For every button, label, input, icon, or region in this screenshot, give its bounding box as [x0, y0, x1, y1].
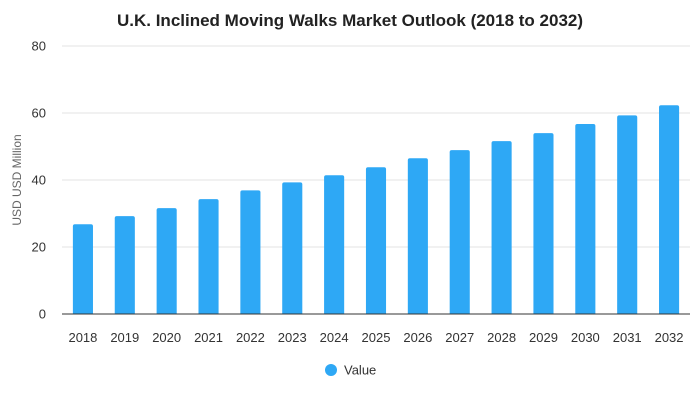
y-tick-label: 0: [39, 307, 46, 322]
bar-2024[interactable]: [324, 175, 345, 314]
y-axis-label: USD USD Million: [10, 134, 24, 225]
bar-2027[interactable]: [449, 150, 470, 314]
bar-2018[interactable]: [72, 224, 93, 314]
x-tick-label: 2032: [655, 330, 684, 345]
x-tick-label: 2019: [110, 330, 139, 345]
bar-2030[interactable]: [575, 124, 596, 315]
bar-2019[interactable]: [114, 216, 135, 314]
bar-2025[interactable]: [365, 167, 387, 314]
bar-2031[interactable]: [617, 115, 638, 314]
legend-label: Value: [344, 363, 376, 378]
x-tick-label: 2021: [194, 330, 223, 345]
x-tick-label: 2018: [68, 330, 97, 345]
x-tick-label: 2026: [403, 330, 432, 345]
bars: [72, 105, 680, 315]
chart-title: U.K. Inclined Moving Walks Market Outloo…: [117, 11, 583, 30]
bar-2028[interactable]: [491, 141, 512, 314]
x-tick-label: 2028: [487, 330, 516, 345]
bar-2032[interactable]: [659, 105, 680, 314]
y-tick-label: 60: [32, 106, 46, 121]
x-tick-label: 2024: [320, 330, 349, 345]
x-tick-label: 2020: [152, 330, 181, 345]
bar-2021[interactable]: [198, 199, 219, 314]
y-tick-label: 80: [32, 39, 46, 54]
bar-2023[interactable]: [282, 182, 303, 314]
bar-2020[interactable]: [156, 208, 177, 314]
y-axis-ticks: 0 20 40 60 80: [32, 39, 46, 322]
x-tick-label: 2027: [445, 330, 474, 345]
x-tick-label: 2025: [362, 330, 391, 345]
x-tick-label: 2031: [613, 330, 642, 345]
y-tick-label: 40: [32, 173, 46, 188]
x-tick-label: 2022: [236, 330, 265, 345]
bar-2026[interactable]: [407, 158, 428, 314]
x-axis-ticks: 2018 2019 2020 2021 2022 2023 2024 2025 2026 2027…: [68, 330, 683, 345]
bar-2029[interactable]: [533, 133, 554, 314]
x-tick-label: 2030: [571, 330, 600, 345]
x-tick-label: 2023: [278, 330, 307, 345]
legend-swatch: [325, 364, 337, 376]
x-tick-label: 2029: [529, 330, 558, 345]
bar-2022[interactable]: [240, 190, 261, 314]
legend[interactable]: Value: [325, 363, 376, 378]
y-tick-label: 20: [32, 240, 46, 255]
